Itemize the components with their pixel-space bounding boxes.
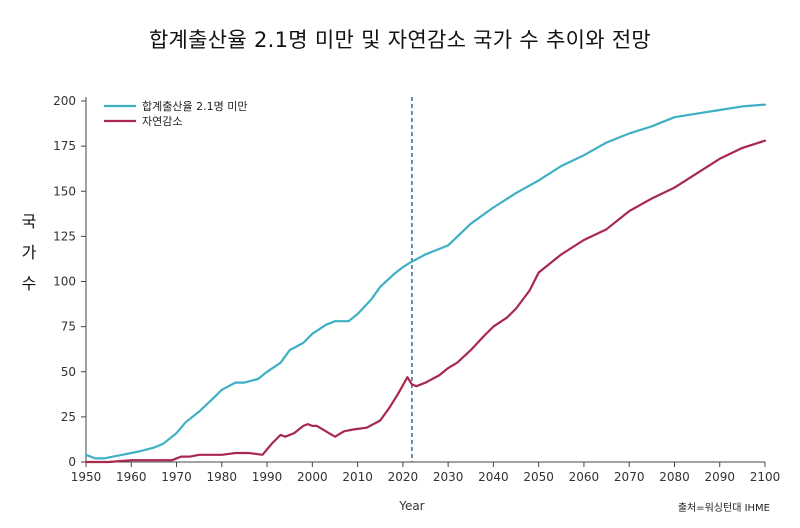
legend-label: 합계출산율 2.1명 미만 xyxy=(142,100,247,113)
x-axis-title: Year xyxy=(398,499,424,513)
y-tick-label: 150 xyxy=(53,184,76,198)
y-tick-label: 200 xyxy=(53,94,76,108)
x-tick-label: 1950 xyxy=(71,470,102,484)
x-tick-label: 2080 xyxy=(659,470,690,484)
x-tick-label: 2070 xyxy=(614,470,645,484)
x-tick-label: 1970 xyxy=(161,470,192,484)
y-axis-label-char: 국 xyxy=(21,212,37,231)
x-tick-label: 2060 xyxy=(569,470,600,484)
axes: 0 25 50 75 100 125 150 175 200 1950 1960 1970 1980 19… xyxy=(53,94,780,513)
x-tick-label: 1990 xyxy=(252,470,283,484)
series-line-below-replacement xyxy=(84,103,767,460)
x-tick-label: 2030 xyxy=(433,470,464,484)
x-tick-label: 2000 xyxy=(297,470,328,484)
y-tick-label: 100 xyxy=(53,275,76,289)
y-tick-label: 125 xyxy=(53,229,76,243)
series-line-natural-decrease xyxy=(84,139,767,464)
y-tick-label: 50 xyxy=(61,365,76,379)
y-axis-label-char: 가 xyxy=(21,243,37,262)
x-tick-label: 2090 xyxy=(704,470,735,484)
y-axis-label-char: 수 xyxy=(21,274,37,293)
y-tick-label: 75 xyxy=(61,320,76,334)
y-tick-label: 175 xyxy=(53,139,76,153)
y-tick-label: 0 xyxy=(68,455,76,469)
x-tick-label: 1960 xyxy=(116,470,147,484)
y-axis-label: 국 가 수 xyxy=(18,206,40,299)
x-tick-label: 2020 xyxy=(388,470,419,484)
x-tick-label: 2050 xyxy=(523,470,554,484)
x-tick-label: 1980 xyxy=(207,470,238,484)
series-lines xyxy=(84,103,767,464)
x-tick-label: 2040 xyxy=(478,470,509,484)
x-tick-label: 2010 xyxy=(342,470,373,484)
legend-label: 자연감소 xyxy=(142,115,182,128)
x-tick-label: 2100 xyxy=(750,470,781,484)
chart-title: 합계출산율 2.1명 미만 및 자연감소 국가 수 추이와 전망 xyxy=(148,28,652,52)
source-note: 출처=워싱턴대 IHME xyxy=(677,503,770,514)
y-tick-label: 25 xyxy=(61,410,76,424)
